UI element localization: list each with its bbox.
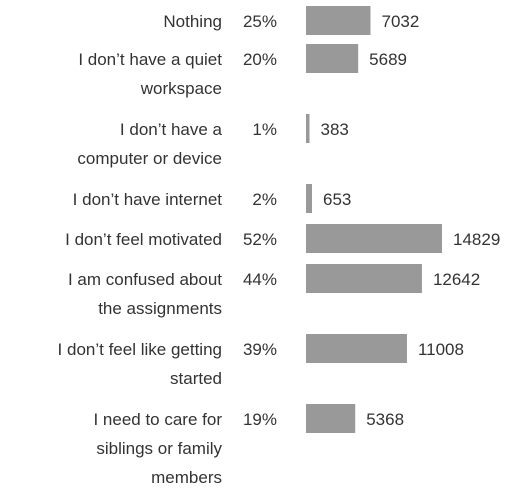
category-label: siblings or family [96,439,222,458]
category-label: Nothing [163,12,222,31]
category-label: computer or device [77,149,222,168]
bar-row: I don’t have a quiet workspace 20% 5689 [78,44,407,98]
bar-row: I don’t have internet 2% 653 [73,184,351,213]
percent-label: 44% [243,270,277,289]
bar [306,44,359,73]
category-label: I need to care for [93,410,222,429]
category-label: I don’t have a quiet [78,50,222,69]
value-label: 14829 [453,230,500,249]
value-label: 11008 [418,340,464,359]
value-label: 5368 [366,410,404,429]
category-label: workspace [140,79,222,98]
category-label: the assignments [98,299,222,318]
category-label: I am confused about [68,270,222,289]
bar-row: I don’t feel like getting started 39% 11008 [58,334,464,388]
value-label: 653 [323,190,351,209]
category-label: I don’t feel like getting [58,340,222,359]
bar-row: I don’t feel motivated 52% 14829 [65,224,500,253]
value-label: 5689 [369,50,407,69]
bar-row: Nothing 25% 7032 [163,6,419,35]
percent-label: 19% [243,410,277,429]
percent-label: 52% [243,230,277,249]
bar-row: I don’t have a computer or device 1% 383 [77,114,349,168]
bar-row: I am confused about the assignments 44% 126… [68,264,480,318]
category-label: members [151,468,222,487]
percent-label: 1% [252,120,277,139]
bar [306,6,371,35]
bar-row: I need to care for siblings or family memb… [93,404,404,487]
bar [306,224,442,253]
percent-label: 39% [243,340,277,359]
percent-label: 2% [252,190,277,209]
category-label: started [170,369,222,388]
percent-label: 25% [243,12,277,31]
bar [306,334,407,363]
category-label: I don’t have internet [73,190,223,209]
category-label: I don’t feel motivated [65,230,222,249]
bar [306,184,312,213]
value-label: 12642 [433,270,480,289]
percent-label: 20% [243,50,277,69]
bar [306,264,422,293]
value-label: 7032 [381,12,419,31]
chart-rows: Nothing 25% 7032 I don’t have a quiet worksp… [58,6,500,487]
category-label: I don’t have a [120,120,223,139]
value-label: 383 [321,120,349,139]
bar [306,404,356,433]
bar [306,114,310,143]
